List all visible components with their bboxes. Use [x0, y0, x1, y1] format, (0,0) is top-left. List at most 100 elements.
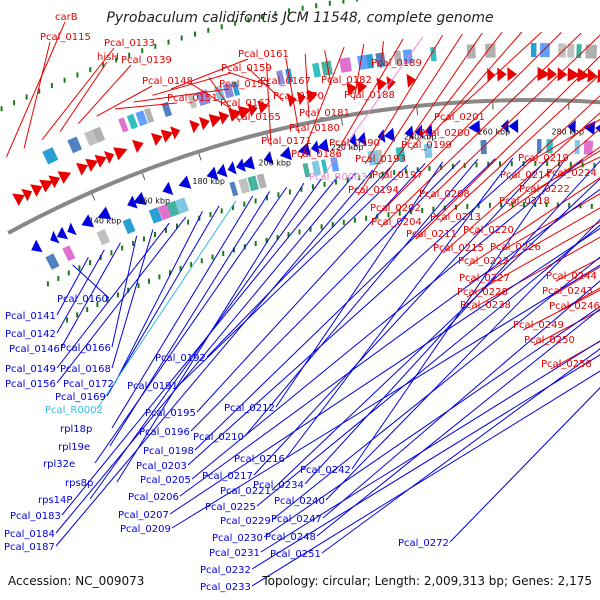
cog-category-block [238, 178, 251, 194]
cog-category-block [148, 207, 163, 224]
reverse-gene-label: Pcal_0192 [155, 353, 206, 364]
gc-dot [287, 232, 290, 238]
gc-dot [488, 202, 491, 208]
gc-dot [590, 203, 593, 209]
forward-gene-label: Pcal_0211 [406, 229, 457, 240]
gc-dot [593, 163, 596, 168]
forward-gene-label: Pcal_0238 [460, 300, 511, 311]
reverse-gene-arrow [127, 195, 138, 209]
forward-gene-arrow [257, 100, 269, 115]
gc-dot [222, 251, 225, 256]
reverse-gene-label: Pcal_0172 [63, 379, 114, 390]
tick-label: 220 kbp [331, 143, 364, 152]
forward-label-leader [324, 50, 332, 86]
forward-gene-arrow [547, 67, 557, 82]
gc-dot [13, 100, 16, 106]
gc-dot [323, 181, 326, 187]
gc-dot [116, 292, 119, 298]
forward-label-leader [499, 193, 600, 253]
forward-gene-label: Pcal_0180 [289, 123, 340, 134]
gc-dot [358, 175, 361, 181]
tick-mark [91, 193, 96, 201]
tick-mark [141, 173, 146, 181]
gc-dot [288, 8, 290, 14]
gc-dot [66, 317, 69, 323]
reverse-gene-label: Pcal_0242 [300, 465, 351, 476]
forward-label-leader [266, 62, 272, 147]
gc-dot [409, 209, 412, 215]
gc-dot [376, 213, 379, 219]
forward-gene-label: Pcal_0133 [104, 38, 155, 49]
reverse-label-leader [106, 205, 220, 397]
forward-gene-label: Pcal_0218 [499, 196, 550, 207]
gc-dot [309, 226, 312, 232]
forward-gene-arrow [286, 93, 297, 108]
gc-dot [328, 0, 331, 6]
forward-gene-arrow [94, 154, 107, 168]
forward-gene-label: Pcal_0148 [142, 76, 193, 87]
forward-label-leader [300, 46, 345, 160]
gc-dot [301, 5, 304, 11]
tick-label: 280 kbp [551, 128, 584, 137]
forward-label-leader [114, 102, 178, 110]
reverse-gene-arrow [349, 133, 358, 148]
reverse-label-leader [56, 216, 187, 384]
cog-category-block [576, 44, 582, 59]
reverse-gene-label: Pcal_0230 [212, 533, 263, 544]
reverse-gene-label: Pcal_0225 [205, 502, 256, 513]
forward-gene-label: Pcal_0157 [219, 79, 270, 90]
gc-dot [342, 0, 345, 4]
reverse-gene-arrow [595, 124, 600, 133]
tick-mark [416, 107, 419, 115]
forward-gene-label: Pcal_0200 [419, 128, 470, 139]
forward-gene-arrow [557, 67, 568, 82]
topology-text: Topology: circular; Length: 2,009,313 bp… [262, 574, 592, 588]
reverse-gene-label: Pcal_0183 [10, 511, 61, 522]
forward-gene-label: Pcal_0159 [221, 63, 272, 74]
forward-gene-label: Pcal_R0003 [309, 172, 367, 183]
gc-dot [76, 312, 79, 318]
cog-category-block [395, 146, 406, 162]
gc-dot [499, 161, 501, 167]
reverse-label-leader [316, 308, 600, 537]
forward-gene-arrow [30, 184, 43, 197]
cog-category-block [402, 49, 413, 64]
reverse-gene-arrow [81, 214, 94, 228]
gc-dot [96, 302, 99, 308]
reverse-gene-label: Pcal_0272 [398, 538, 449, 549]
reverse-label-leader [251, 370, 600, 587]
reverse-label-leader [206, 167, 391, 358]
reverse-label-leader [179, 188, 600, 497]
forward-gene-arrow [346, 82, 358, 96]
cog-category-block [430, 46, 437, 62]
forward-label-leader [353, 43, 365, 101]
cog-category-block [546, 139, 553, 154]
forward-label-leader [443, 31, 542, 123]
forward-gene-label: Pcal_0243 [542, 286, 593, 297]
gc-dot [274, 11, 277, 17]
forward-label-leader [466, 221, 600, 298]
forward-gene-label: Pcal_0165 [230, 112, 281, 123]
cog-category-block [466, 44, 476, 59]
gc-dot [556, 202, 559, 208]
reverse-label-leader [171, 264, 600, 529]
reverse-gene-label: Pcal_0247 [271, 514, 322, 525]
reverse-label-leader [96, 200, 237, 410]
reverse-gene-label: Pcal_0210 [193, 432, 244, 443]
reverse-label-leader [271, 178, 600, 491]
cog-category-block [42, 147, 59, 165]
reverse-label-leader [190, 160, 461, 432]
forward-gene-label: Pcal_0220 [463, 225, 514, 236]
forward-gene-arrow [208, 114, 222, 128]
gc-dot [141, 48, 144, 54]
gc-dot [432, 206, 435, 212]
forward-label-leader [410, 31, 503, 151]
cog-category-block [312, 62, 321, 78]
reverse-gene-label: Pcal_0166 [60, 343, 111, 354]
forward-gene-arrow [587, 68, 598, 83]
forward-gene-label: Pcal_0194 [348, 185, 399, 196]
reverse-label-leader [253, 157, 549, 476]
forward-gene-arrow [406, 73, 416, 88]
reverse-gene-label: Pcal_0160 [57, 294, 108, 305]
gene-labels: carB Pcal_0115 Pcal_0133 hisH Pcal_0139 Pcal_… [4, 12, 600, 593]
